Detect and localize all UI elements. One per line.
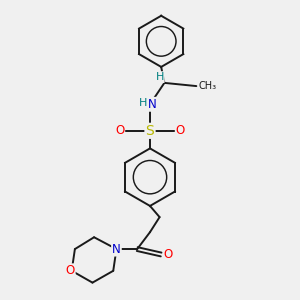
- Text: CH₃: CH₃: [199, 81, 217, 91]
- Text: O: O: [176, 124, 185, 137]
- Text: H: H: [155, 72, 164, 82]
- Text: H: H: [139, 98, 147, 108]
- Text: S: S: [146, 124, 154, 138]
- Text: O: O: [65, 264, 75, 277]
- Text: N: N: [112, 243, 121, 256]
- Text: O: O: [115, 124, 124, 137]
- Text: O: O: [164, 248, 173, 261]
- Text: N: N: [148, 98, 157, 111]
